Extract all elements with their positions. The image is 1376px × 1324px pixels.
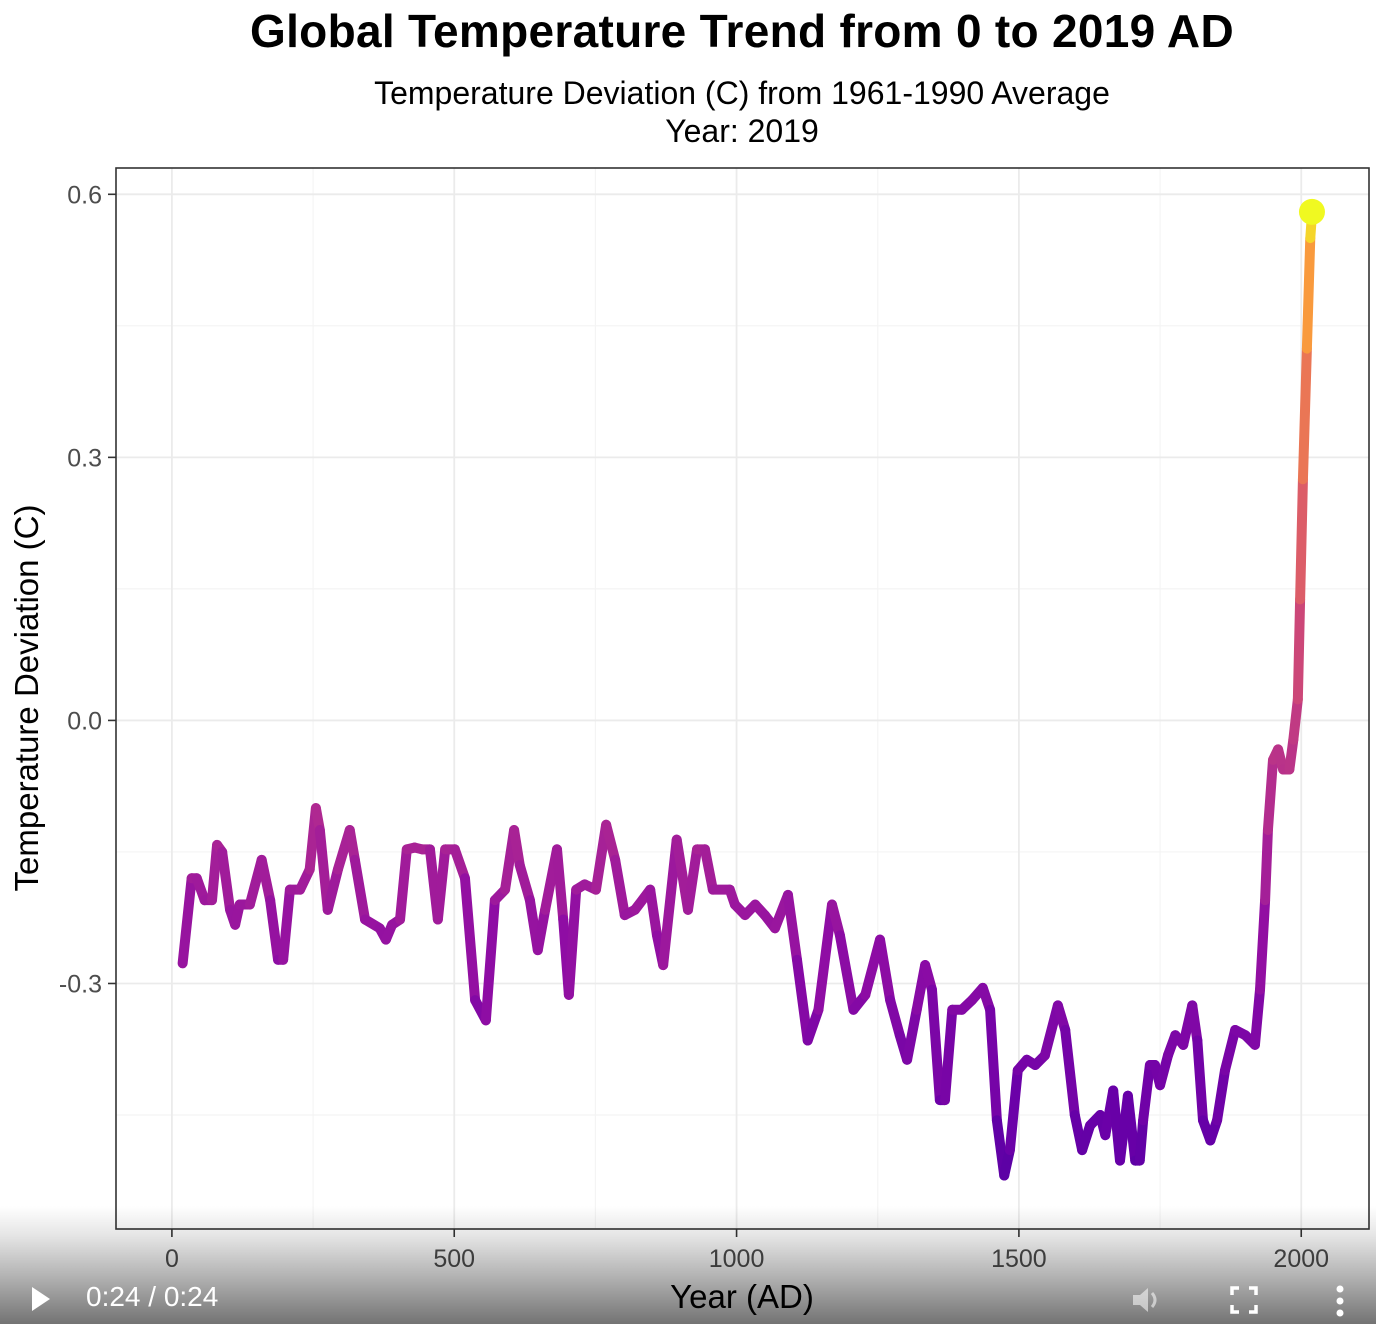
series-segment (1134, 1115, 1149, 1166)
video-player-controls: 0:24 / 0:24 (0, 1206, 1376, 1324)
more-options-button[interactable] (1330, 1284, 1350, 1318)
y-axis-label: Temperature Deviation (C) (8, 505, 45, 892)
time-display: 0:24 / 0:24 (86, 1281, 219, 1312)
volume-button[interactable] (1130, 1283, 1166, 1317)
y-tick-label: -0.3 (59, 970, 102, 998)
series-segment (480, 895, 500, 1026)
fullscreen-button[interactable] (1228, 1284, 1260, 1316)
series-segment (1192, 1035, 1208, 1126)
series-segment (552, 844, 569, 925)
series-segment (926, 984, 945, 1106)
series-segment (432, 844, 451, 925)
series-segment (1187, 1000, 1203, 1046)
series-segment (395, 844, 412, 925)
series-segment (1288, 694, 1303, 745)
series-segment (610, 854, 630, 921)
series-segment (278, 884, 295, 965)
play-button[interactable] (28, 1284, 54, 1314)
play-icon (32, 1287, 50, 1311)
series-segment (1297, 343, 1312, 485)
y-tick-label: 0.3 (67, 444, 102, 472)
series-segment (459, 873, 481, 1006)
series-segment (874, 934, 896, 1006)
series-segment (344, 825, 360, 865)
series-segment (699, 844, 718, 895)
series-segment (1138, 1060, 1155, 1126)
series-segment (1249, 984, 1266, 1050)
series-segment (349, 854, 371, 925)
series-segment (601, 819, 621, 865)
series-segment (177, 873, 197, 969)
series-segment (683, 844, 703, 915)
series-segment (206, 839, 223, 906)
series-segment (532, 904, 551, 956)
series-segment (985, 1004, 1002, 1126)
series-segment (256, 854, 276, 906)
more-vertical-icon (1336, 1285, 1344, 1317)
y-axis: -0.3 0.0 0.3 0.6 (59, 181, 116, 998)
series-segment (1004, 1065, 1023, 1156)
series-segment (265, 895, 284, 965)
series-segment (217, 846, 236, 915)
series-segment (813, 899, 837, 1015)
series-segment (509, 825, 525, 871)
series-segment (514, 860, 535, 906)
series-segment (827, 899, 845, 941)
volume-icon (1133, 1288, 1157, 1312)
current-point (1298, 198, 1325, 225)
series-segment (1255, 895, 1271, 995)
series-segment (658, 834, 682, 971)
series-segment (791, 954, 813, 1046)
series-segment (449, 844, 470, 884)
series-segment (1122, 1090, 1141, 1166)
frame-label: Year: 2019 (665, 113, 819, 149)
series-segment (902, 1004, 922, 1065)
plot-background (116, 168, 1369, 1229)
series-segment (645, 884, 662, 941)
series-segment (1301, 233, 1316, 354)
series-segment (1260, 825, 1273, 906)
series-segment (885, 995, 905, 1041)
series-segment (782, 889, 802, 965)
series-segment (322, 864, 343, 915)
series-segment (1060, 1024, 1080, 1121)
series-segment (1155, 1050, 1173, 1091)
fullscreen-icon (1230, 1286, 1258, 1314)
series-segment (1262, 754, 1279, 836)
series-segment (1292, 594, 1306, 705)
series-segment (1284, 734, 1299, 775)
subtitle-line: Temperature Deviation (C) from 1961-1990… (374, 75, 1110, 111)
y-tick-label: 0.6 (67, 181, 102, 209)
series-segment (834, 930, 859, 1015)
series-segment (802, 1004, 824, 1046)
chart-subtitle: Temperature Deviation (C) from 1961-1990… (0, 74, 1376, 150)
series-segment (1295, 474, 1308, 605)
chart-title: Global Temperature Trend from 0 to 2019 … (250, 5, 1234, 57)
series-segment (1220, 1024, 1241, 1076)
series-line (177, 209, 1317, 1181)
series-segment (1212, 1065, 1231, 1126)
series-segment (939, 1004, 958, 1106)
y-tick-label: 0.0 (67, 707, 102, 735)
series-segment (563, 884, 582, 1000)
